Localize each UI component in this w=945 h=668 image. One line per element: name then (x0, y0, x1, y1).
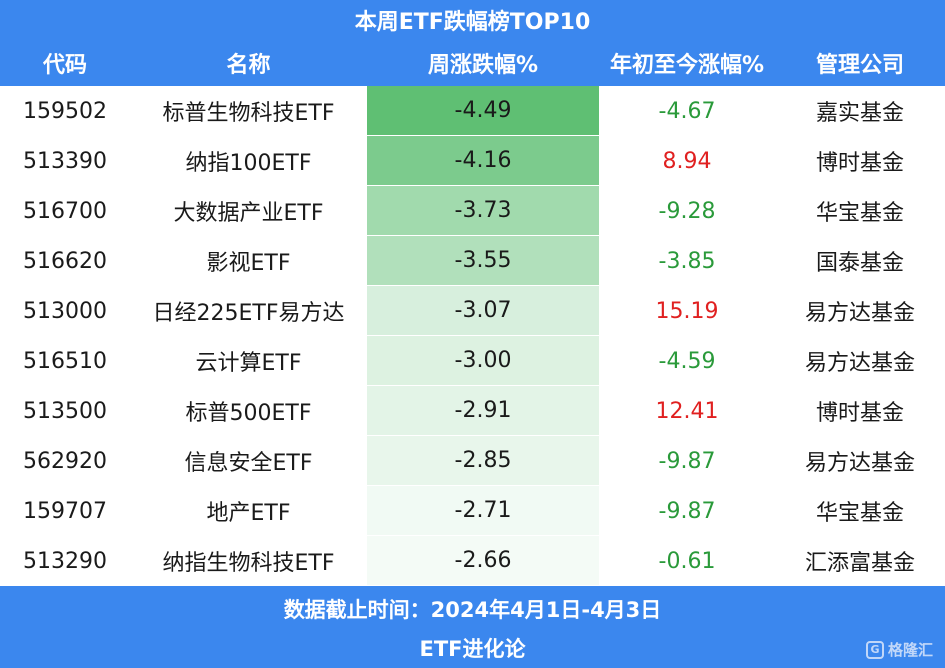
cell-code: 513290 (23, 548, 107, 574)
column-header-weekly: 周涨跌幅% (427, 53, 539, 78)
cell-name: 标普500ETF (185, 401, 312, 426)
column-header-company: 管理公司 (815, 53, 904, 78)
cell-name: 日经225ETF易方达 (152, 301, 345, 326)
cell-name: 云计算ETF (195, 351, 302, 376)
cell-ytd-change: 8.94 (662, 148, 712, 174)
cell-code: 516700 (23, 198, 107, 224)
column-header-code: 代码 (42, 53, 87, 78)
cell-weekly-change: -3.00 (367, 336, 599, 386)
table-row: 516620 影视ETF -3.55 -3.85 国泰基金 (0, 236, 945, 286)
cell-ytd-change: -0.61 (658, 548, 716, 574)
footer: 数据截止时间：2024年4月1日-4月3日 ETF进化论 G 格隆汇 (0, 586, 945, 668)
watermark: G 格隆汇 (865, 639, 933, 660)
cell-weekly-change: -4.49 (367, 86, 599, 136)
cell-name: 信息安全ETF (184, 451, 313, 476)
cell-weekly-change: -4.16 (367, 136, 599, 186)
cell-company: 博时基金 (815, 151, 904, 176)
cell-weekly-change: -3.55 (367, 236, 599, 286)
table-row: 516700 大数据产业ETF -3.73 -9.28 华宝基金 (0, 186, 945, 236)
cell-name: 标普生物科技ETF (162, 101, 335, 126)
cell-code: 513500 (23, 398, 107, 424)
cell-company: 易方达基金 (804, 301, 915, 326)
cell-code: 516510 (23, 348, 107, 374)
cell-ytd-change: -4.59 (658, 348, 716, 374)
cell-name: 纳指100ETF (185, 151, 312, 176)
cell-company: 易方达基金 (804, 451, 915, 476)
column-header-name: 名称 (226, 53, 271, 78)
cell-name: 大数据产业ETF (173, 201, 324, 226)
cell-ytd-change: -9.87 (658, 448, 716, 474)
cell-company: 华宝基金 (815, 201, 904, 226)
cell-weekly-change: -2.91 (367, 386, 599, 436)
table-header: 代码 名称 周涨跌幅% 年初至今涨幅% 管理公司 (0, 40, 945, 86)
cell-code: 513390 (23, 148, 107, 174)
cell-name: 地产ETF (206, 501, 291, 526)
cell-company: 国泰基金 (815, 251, 904, 276)
cell-code: 513000 (23, 298, 107, 324)
column-header-ytd: 年初至今涨幅% (609, 53, 765, 78)
cell-weekly-change: -3.07 (367, 286, 599, 336)
cell-code: 516620 (23, 248, 107, 274)
table-row: 513390 纳指100ETF -4.16 8.94 博时基金 (0, 136, 945, 186)
cell-ytd-change: -9.87 (658, 498, 716, 524)
table-row: 516510 云计算ETF -3.00 -4.59 易方达基金 (0, 336, 945, 386)
cell-weekly-change: -3.73 (367, 186, 599, 236)
table-row: 513500 标普500ETF -2.91 12.41 博时基金 (0, 386, 945, 436)
source-label: ETF进化论 (419, 637, 526, 661)
cell-ytd-change: 12.41 (655, 398, 719, 424)
cell-ytd-change: 15.19 (655, 298, 719, 324)
table-row: 513290 纳指生物科技ETF -2.66 -0.61 汇添富基金 (0, 536, 945, 586)
cell-code: 159707 (23, 498, 107, 524)
table-body: 159502 标普生物科技ETF -4.49 -4.67 嘉实基金 513390 纳指100… (0, 86, 945, 586)
cell-ytd-change: -3.85 (658, 248, 716, 274)
cell-company: 华宝基金 (815, 501, 904, 526)
cell-weekly-change: -2.85 (367, 436, 599, 486)
table-row: 159707 地产ETF -2.71 -9.87 华宝基金 (0, 486, 945, 536)
cell-company: 博时基金 (815, 401, 904, 426)
cell-name: 影视ETF (206, 251, 291, 276)
cell-company: 汇添富基金 (804, 551, 915, 576)
table-title: 本周ETF跌幅榜TOP10 (0, 0, 945, 40)
cell-weekly-change: -2.66 (367, 536, 599, 586)
cell-ytd-change: -4.67 (658, 98, 716, 124)
cell-company: 嘉实基金 (815, 101, 904, 126)
table-row: 562920 信息安全ETF -2.85 -9.87 易方达基金 (0, 436, 945, 486)
watermark-text: 格隆汇 (887, 641, 933, 659)
cell-code: 159502 (23, 98, 107, 124)
cell-company: 易方达基金 (804, 351, 915, 376)
cell-ytd-change: -9.28 (658, 198, 716, 224)
cell-weekly-change: -2.71 (367, 486, 599, 536)
watermark-logo-icon: G (865, 640, 884, 659)
cell-name: 纳指生物科技ETF (162, 551, 335, 576)
cell-code: 562920 (23, 448, 107, 474)
table-row: 159502 标普生物科技ETF -4.49 -4.67 嘉实基金 (0, 86, 945, 136)
table-row: 513000 日经225ETF易方达 -3.07 15.19 易方达基金 (0, 286, 945, 336)
date-note: 数据截止时间：2024年4月1日-4月3日 (283, 598, 662, 622)
